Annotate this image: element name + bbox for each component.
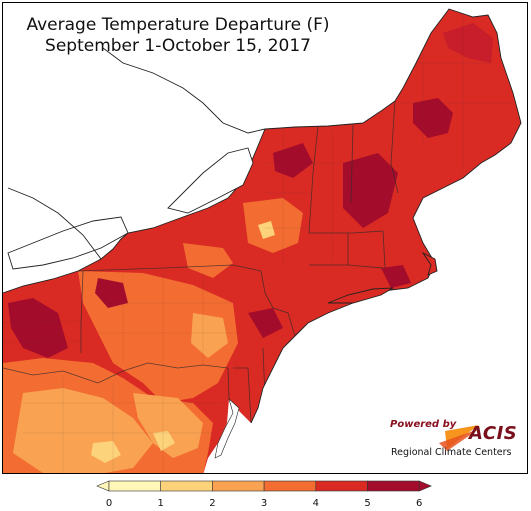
map-frame: Average Temperature Departure (F) Septem…	[2, 2, 528, 474]
zone-3-4f	[183, 243, 233, 278]
zone-5-6f	[95, 278, 128, 308]
legend-arrow-low	[96, 480, 110, 492]
legend-swatch	[212, 480, 265, 492]
powered-by-text: Powered by	[390, 419, 457, 430]
legend-label: 6	[416, 498, 423, 509]
zone-1-2f	[258, 221, 275, 239]
legend-swatch	[315, 480, 368, 492]
legend-arrow-high	[418, 480, 432, 492]
zone-5-6f	[443, 23, 493, 63]
zone-5-6f	[381, 265, 411, 288]
zone-1-2f	[153, 431, 175, 451]
legend-label: 3	[260, 498, 268, 509]
lake-erie	[7, 216, 129, 270]
coastlines	[3, 8, 522, 424]
legend-label: 2	[209, 498, 216, 509]
zone-5-6f	[273, 143, 313, 178]
zone-5-6f	[413, 98, 453, 138]
map-title: Average Temperature Departure (F)	[26, 15, 330, 35]
acis-text: ACIS	[469, 423, 518, 444]
legend-label: 4	[312, 498, 319, 509]
map-subtitle: September 1-October 15, 2017	[45, 36, 311, 56]
legend-swatch	[367, 480, 420, 492]
acis-logo	[439, 425, 479, 451]
legend-swatch	[108, 480, 162, 492]
zone-3-4f	[243, 198, 303, 253]
cape-cod	[421, 251, 438, 276]
zone-5-6f	[343, 153, 398, 228]
legend-label: 5	[364, 498, 371, 509]
zone-1-2f	[91, 441, 121, 463]
legend-swatch	[263, 480, 317, 492]
zone-2-3f	[133, 393, 203, 458]
chesapeake-bay	[214, 398, 240, 459]
zone-5-6f	[8, 298, 68, 358]
legend-label: 1	[157, 498, 164, 509]
zone-2-3f	[191, 313, 228, 358]
legend-swatch	[160, 480, 213, 492]
temperature-departure-map	[3, 8, 522, 473]
color-legend	[96, 480, 432, 492]
long-island	[327, 287, 394, 304]
county-borders	[3, 15, 513, 473]
legend-label: 0	[105, 498, 113, 509]
zone-5-6f	[248, 308, 283, 338]
lake-ontario	[167, 147, 254, 214]
regional-climate-centers-text: Regional Climate Centers	[391, 447, 512, 458]
